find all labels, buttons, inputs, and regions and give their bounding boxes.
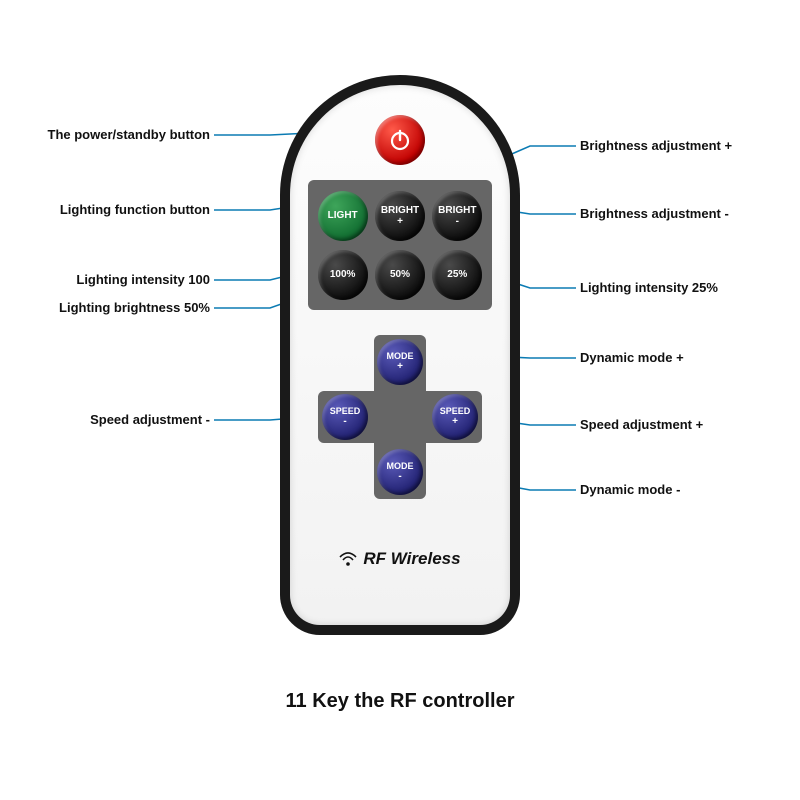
speed-minus-button[interactable]: SPEED -	[322, 394, 368, 440]
light-button[interactable]: LIGHT	[318, 191, 368, 241]
pct100-label: 100%	[330, 269, 356, 280]
speed-plus-label: SPEED	[440, 407, 471, 417]
callout-label-right: Speed adjustment +	[580, 417, 703, 432]
speed-minus-sub: -	[343, 416, 346, 427]
speed-minus-label: SPEED	[330, 407, 361, 417]
speed-plus-button[interactable]: SPEED +	[432, 394, 478, 440]
mode-minus-label: MODE	[387, 462, 414, 472]
mode-minus-sub: -	[398, 471, 401, 482]
wifi-icon	[339, 551, 357, 567]
pct50-button[interactable]: 50%	[375, 250, 425, 300]
power-button[interactable]	[375, 115, 425, 165]
pct50-label: 50%	[390, 269, 410, 280]
mode-plus-label: MODE	[387, 352, 414, 362]
bright-plus-button[interactable]: BRIGHT +	[375, 191, 425, 241]
callout-label-left: Lighting brightness 50%	[59, 300, 210, 315]
callout-label-right: Lighting intensity 25%	[580, 280, 718, 295]
callout-label-left: Lighting function button	[60, 202, 210, 217]
bright-minus-button[interactable]: BRIGHT -	[432, 191, 482, 241]
bright-plus-label: BRIGHT	[381, 205, 419, 216]
pct25-label: 25%	[447, 269, 467, 280]
bright-plus-sub: +	[397, 216, 403, 227]
callout-label-right: Brightness adjustment -	[580, 206, 729, 221]
pct100-button[interactable]: 100%	[318, 250, 368, 300]
remote-shell: LIGHT BRIGHT + BRIGHT - 100% 50% 25%	[280, 75, 520, 635]
callout-label-right: Brightness adjustment +	[580, 138, 732, 153]
caption: 11 Key the RF controller	[0, 690, 800, 713]
rf-wireless-text: RF Wireless	[363, 549, 460, 569]
speed-plus-sub: +	[452, 416, 458, 427]
callout-label-right: Dynamic mode +	[580, 350, 684, 365]
top-button-panel: LIGHT BRIGHT + BRIGHT - 100% 50% 25%	[308, 180, 492, 310]
callout-label-left: Speed adjustment -	[90, 412, 210, 427]
rf-wireless-label: RF Wireless	[290, 549, 510, 569]
dpad: MODE + SPEED - SPEED +	[318, 335, 482, 499]
remote-face: LIGHT BRIGHT + BRIGHT - 100% 50% 25%	[290, 85, 510, 625]
mode-minus-button[interactable]: MODE -	[377, 449, 423, 495]
pct25-button[interactable]: 25%	[432, 250, 482, 300]
mode-plus-button[interactable]: MODE +	[377, 339, 423, 385]
bright-minus-sub: -	[456, 216, 459, 227]
light-button-label: LIGHT	[328, 210, 358, 221]
callout-label-left: The power/standby button	[48, 127, 211, 142]
callout-label-left: Lighting intensity 100	[76, 272, 210, 287]
mode-plus-sub: +	[397, 361, 403, 372]
callout-label-right: Dynamic mode -	[580, 482, 680, 497]
bright-minus-label: BRIGHT	[438, 205, 476, 216]
power-icon	[388, 128, 412, 152]
